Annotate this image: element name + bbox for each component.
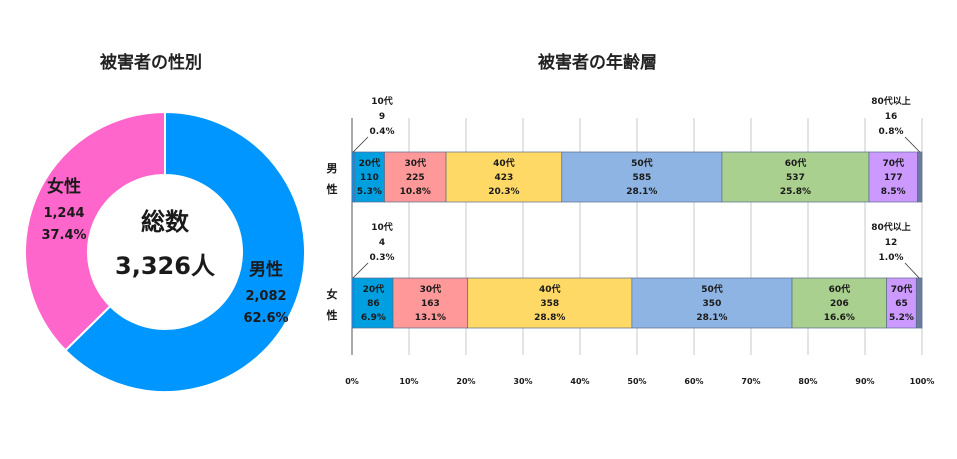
segment-label-male: 8.5%	[881, 187, 906, 197]
segment-label-male: 177	[884, 173, 903, 183]
segment-label-female: 5.2%	[889, 313, 914, 323]
x-tick-label: 0%	[345, 377, 359, 386]
donut-percent-female: 37.4%	[41, 228, 86, 243]
bar-segment-female	[392, 277, 469, 329]
segment-label-male: 537	[786, 173, 805, 183]
callout-label-female: 0.3%	[370, 253, 395, 263]
callout-leader	[352, 262, 369, 279]
segment-label-male: 50代	[631, 157, 653, 169]
segment-label-male: 30代	[405, 157, 427, 169]
segment-label-female: 28.8%	[534, 313, 565, 323]
x-tick-label: 70%	[741, 377, 760, 386]
bar-segment-female	[631, 277, 793, 329]
bar-segment-female	[467, 277, 633, 329]
segment-label-female: 28.1%	[696, 313, 727, 323]
callout-label-female: 12	[885, 238, 898, 248]
callout-label-female: 80代以上	[871, 221, 911, 233]
segment-label-female: 70代	[891, 283, 913, 295]
row-label-female: 女	[327, 287, 338, 301]
segment-label-male: 585	[632, 173, 651, 183]
callout-label-female: 10代	[371, 221, 393, 233]
bar-chart-title: 被害者の年齢層	[538, 53, 657, 73]
donut-label-male: 男性	[249, 259, 283, 280]
row-label-male: 男	[327, 162, 338, 175]
bar-segment-male	[561, 151, 723, 203]
segment-label-male: 110	[360, 173, 379, 183]
segment-label-female: 65	[895, 299, 908, 309]
segment-label-female: 40代	[539, 283, 561, 295]
callout-label-male: 80代以上	[871, 95, 911, 107]
segment-label-female: 86	[367, 299, 380, 309]
donut-center-value: 3,326人	[115, 252, 215, 280]
callout-label-male: 0.8%	[879, 127, 904, 137]
segment-label-female: 13.1%	[415, 313, 446, 323]
row-label-female: 性	[327, 308, 338, 322]
segment-label-female: 50代	[701, 283, 723, 295]
bar-segment-female	[915, 277, 923, 329]
segment-label-male: 20代	[359, 157, 381, 169]
x-tick-label: 40%	[570, 377, 589, 386]
segment-label-female: 60代	[829, 283, 851, 295]
segment-label-female: 350	[703, 299, 722, 309]
donut-chart: 総数 3,326人 男性 2,082 62.6% 女性 1,244 37.4%	[24, 110, 306, 393]
callout-label-male: 9	[379, 112, 385, 122]
bar-segment-male	[445, 151, 563, 203]
segment-label-female: 163	[421, 299, 440, 309]
callout-leader	[904, 262, 920, 279]
donut-slice-male	[63, 110, 306, 393]
bar-segment-male	[917, 151, 923, 203]
donut-count-male: 2,082	[245, 289, 286, 304]
donut-slice-female	[24, 110, 166, 352]
segment-label-female: 16.6%	[824, 313, 855, 323]
x-tick-label: 10%	[399, 377, 418, 386]
donut-label-female: 女性	[47, 176, 81, 197]
segment-label-male: 40代	[493, 157, 515, 169]
segment-label-female: 30代	[420, 283, 442, 295]
callout-leader	[904, 136, 921, 153]
bar-segment-male	[868, 151, 918, 203]
callout-label-male: 0.4%	[370, 127, 395, 137]
row-label-male: 性	[327, 182, 338, 196]
segment-label-female: 358	[540, 299, 559, 309]
segment-label-male: 10.8%	[400, 187, 431, 197]
x-tick-label: 80%	[798, 377, 817, 386]
segment-label-male: 225	[406, 173, 425, 183]
donut-center-label: 総数	[141, 208, 190, 236]
segment-label-female: 6.9%	[361, 313, 386, 323]
bar-segment-female	[791, 277, 888, 329]
callout-label-male: 16	[885, 112, 898, 122]
segment-label-male: 20.3%	[488, 187, 519, 197]
segment-label-male: 5.3%	[357, 187, 382, 197]
x-tick-label: 30%	[513, 377, 532, 386]
bar-segment-male	[384, 151, 447, 203]
segment-label-female: 206	[830, 299, 849, 309]
donut-count-female: 1,244	[43, 206, 84, 221]
callout-label-female: 4	[379, 238, 385, 248]
segment-label-female: 20代	[363, 283, 385, 295]
x-tick-label: 50%	[627, 377, 646, 386]
x-tick-label: 100%	[910, 377, 935, 386]
bar-segment-female	[353, 277, 394, 329]
segment-label-male: 70代	[882, 157, 904, 169]
callout-label-male: 10代	[371, 95, 393, 107]
donut-percent-male: 62.6%	[243, 311, 288, 326]
donut-chart-title: 被害者の性別	[100, 53, 202, 73]
segment-label-male: 423	[495, 173, 514, 183]
callout-leader	[352, 136, 369, 153]
x-tick-label: 20%	[456, 377, 475, 386]
segment-label-male: 28.1%	[626, 187, 657, 197]
x-tick-label: 60%	[684, 377, 703, 386]
segment-label-male: 60代	[785, 157, 807, 169]
bar-segment-male	[353, 151, 385, 203]
callout-label-female: 1.0%	[879, 253, 904, 263]
segment-label-male: 25.8%	[780, 187, 811, 197]
x-tick-label: 90%	[855, 377, 874, 386]
bar-segment-male	[721, 151, 870, 203]
